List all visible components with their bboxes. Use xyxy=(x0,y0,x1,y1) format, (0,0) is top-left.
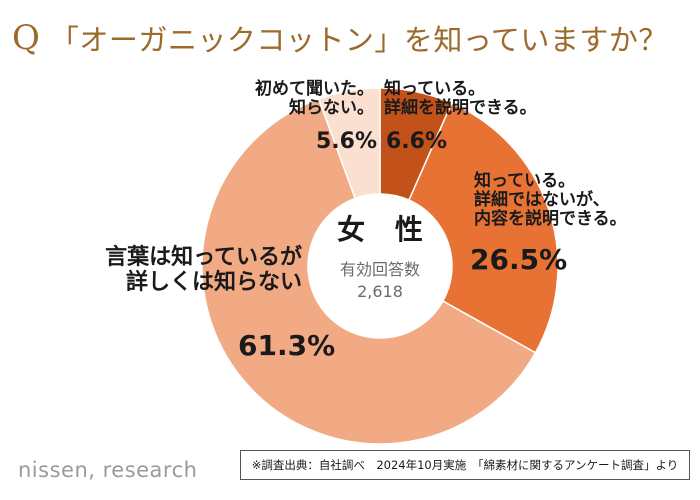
question-title: Q 「オーガニックコットン」を知っていますか？ xyxy=(12,12,668,64)
slice-label-heard-word-only: 言葉は知っているが 詳しくは知らない xyxy=(105,245,302,295)
question-mark-q: Q xyxy=(12,18,40,58)
slice-label-first-time-heard: 初めて聞いた。 知らない。 xyxy=(255,79,374,119)
slice-value-first-time-heard: 5.6% xyxy=(316,129,378,154)
slice-value-know-can-explain-detail: 6.6% xyxy=(386,129,448,154)
slice-value-heard-word-only: 61.3% xyxy=(238,329,336,362)
slice-label-know-can-explain-content: 知っている。 詳細ではないが、 内容を説明できる。 xyxy=(474,171,627,230)
center-caption: 有効回答数 xyxy=(339,260,420,279)
center-gender-label: 女 性 xyxy=(337,213,433,246)
donut-slice-3 xyxy=(317,87,381,200)
donut-slice-1 xyxy=(408,102,559,354)
question-text: 「オーガニックコットン」を知っていますか？ xyxy=(49,23,668,57)
slice-value-know-can-explain-content: 26.5% xyxy=(470,243,568,276)
slice-label-know-can-explain-detail: 知っている。 詳細を説明できる。 xyxy=(384,79,537,119)
donut-slice-2 xyxy=(201,97,537,445)
nissen-research-logo: nissen, research xyxy=(18,458,198,482)
donut-center: 女 性 有効回答数 2,618 xyxy=(310,208,450,301)
source-note: ※調査出典：自社調べ 2024年10月実施 「綿素材に関するアンケート調査」より xyxy=(240,450,690,480)
center-sample-count: 2,618 xyxy=(357,282,403,301)
